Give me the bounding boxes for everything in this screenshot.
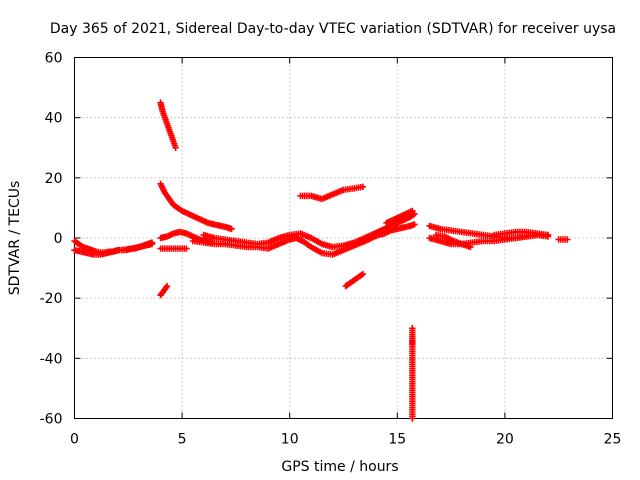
data-point (163, 282, 171, 290)
data-point (411, 221, 418, 228)
data-point (359, 270, 367, 278)
data-point (172, 144, 179, 151)
y-tick-label: 40 (45, 111, 63, 127)
y-tick-label: 0 (54, 231, 63, 247)
x-tick-label: 10 (281, 432, 299, 448)
series-track-11 (342, 270, 367, 290)
series-track-10 (297, 183, 367, 203)
y-tick-label: 60 (45, 51, 63, 67)
x-tick-label: 20 (496, 432, 514, 448)
data-point (228, 225, 235, 233)
series-track-4 (157, 180, 235, 233)
series-track-3 (157, 99, 179, 151)
data-points (71, 99, 571, 422)
y-tick-label: -60 (40, 412, 63, 428)
data-point (467, 243, 474, 251)
series-track-19 (490, 228, 552, 239)
x-tick-label: 5 (178, 432, 187, 448)
x-axis-tick-labels: 0 5 10 15 20 25 (70, 432, 621, 448)
x-axis-label: GPS time / hours (281, 459, 398, 475)
data-point (409, 207, 416, 215)
data-point (409, 415, 416, 422)
data-point (544, 231, 552, 239)
series-track-5 (157, 282, 171, 299)
x-tick-label: 25 (604, 432, 622, 448)
series-track-18 (432, 231, 474, 251)
data-point (564, 236, 571, 243)
y-tick-label: -40 (40, 351, 63, 367)
axis-ticks (74, 57, 613, 419)
x-tick-label: 0 (70, 432, 79, 448)
series-track-6 (157, 245, 190, 252)
y-tick-label: -20 (40, 291, 63, 307)
series-track-13 (361, 221, 418, 245)
data-point (148, 240, 156, 248)
x-tick-label: 15 (388, 432, 406, 448)
series-track-20 (555, 236, 571, 243)
series-track-15 (409, 325, 416, 422)
data-point (359, 183, 367, 191)
grid (74, 57, 613, 419)
y-axis-tick-labels: -60 -40 -20 0 20 40 60 (40, 51, 63, 428)
chart-title: Day 365 of 2021, Sidereal Day-to-day VTE… (50, 21, 616, 37)
series-track-2 (71, 240, 156, 258)
series-track-9 (200, 230, 369, 251)
data-point (183, 245, 190, 252)
series-track-14 (383, 207, 416, 227)
y-tick-label: 20 (45, 171, 63, 187)
y-axis-label: SDTVAR / TECUs (7, 181, 23, 296)
